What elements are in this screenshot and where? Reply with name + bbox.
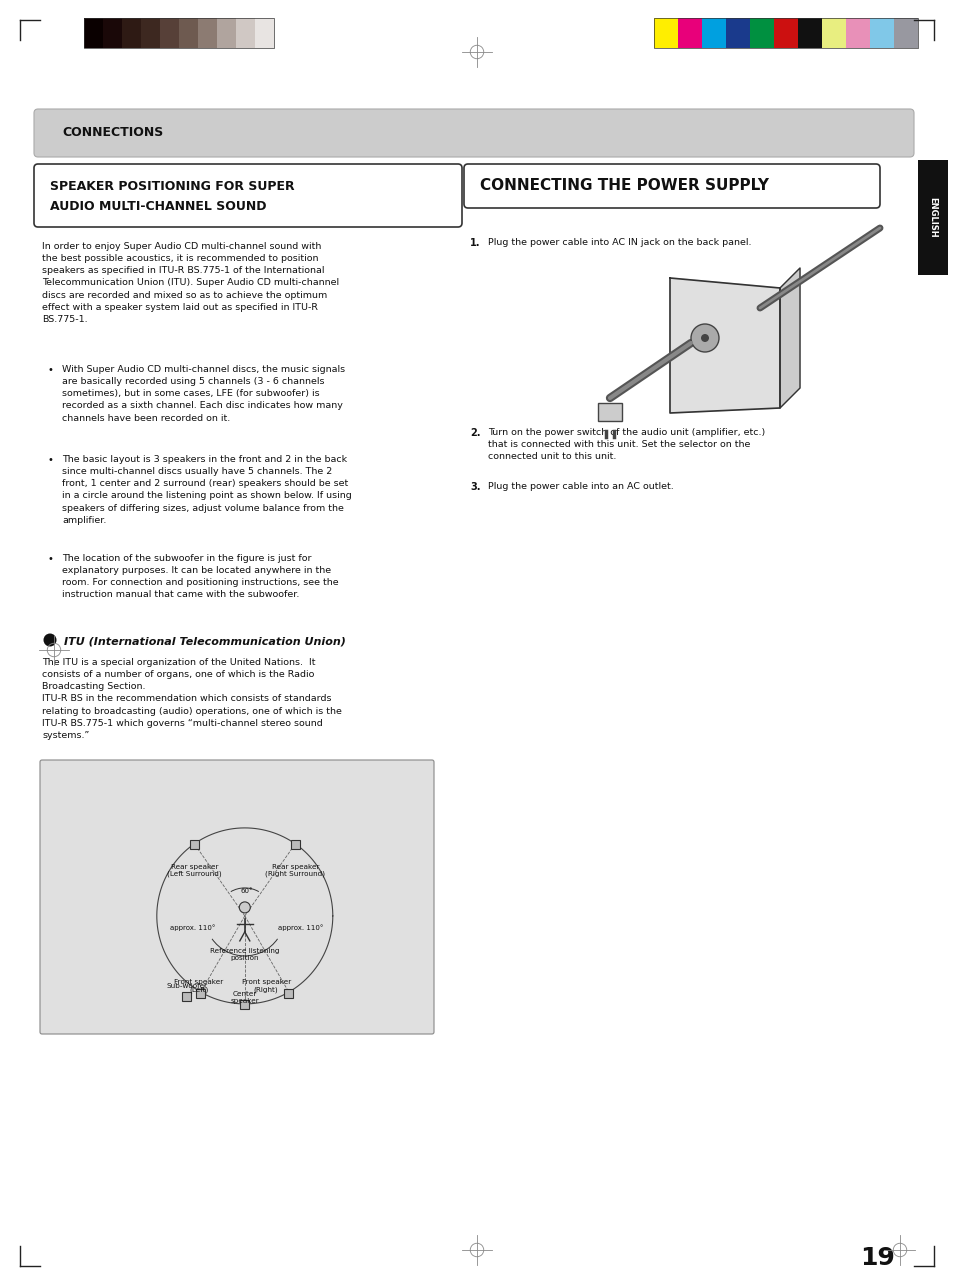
Circle shape <box>690 324 719 352</box>
Bar <box>917 159 947 275</box>
Text: 60°: 60° <box>240 887 253 894</box>
Bar <box>773 18 797 48</box>
Bar <box>701 18 725 48</box>
FancyBboxPatch shape <box>34 165 461 228</box>
Bar <box>141 18 160 48</box>
Bar <box>103 18 122 48</box>
Bar <box>160 18 179 48</box>
Bar <box>893 18 917 48</box>
Text: CONNECTING THE POWER SUPPLY: CONNECTING THE POWER SUPPLY <box>479 179 768 193</box>
Text: approx. 110°: approx. 110° <box>170 923 215 931</box>
Text: Front speaker
(Right): Front speaker (Right) <box>241 979 291 993</box>
Text: Reference listening
position: Reference listening position <box>210 948 279 961</box>
Circle shape <box>700 334 708 342</box>
Text: ENGLISH: ENGLISH <box>927 197 937 238</box>
Text: Rear speaker
(Left Surround): Rear speaker (Left Surround) <box>167 864 221 877</box>
Bar <box>598 403 621 421</box>
Text: •: • <box>48 554 53 565</box>
Text: The ITU is a special organization of the United Nations.  It
consists of a numbe: The ITU is a special organization of the… <box>42 658 341 739</box>
Text: The basic layout is 3 speakers in the front and 2 in the back
since multi-channe: The basic layout is 3 speakers in the fr… <box>62 455 352 525</box>
Text: SPEAKER POSITIONING FOR SUPER: SPEAKER POSITIONING FOR SUPER <box>50 180 294 193</box>
Bar <box>198 18 216 48</box>
Bar <box>254 18 274 48</box>
Text: 2.: 2. <box>470 428 480 439</box>
Text: 19: 19 <box>860 1246 894 1271</box>
Bar <box>190 840 198 849</box>
Text: Front speaker
(Left): Front speaker (Left) <box>174 979 223 993</box>
Bar <box>821 18 845 48</box>
Bar <box>235 18 254 48</box>
Bar <box>725 18 749 48</box>
FancyBboxPatch shape <box>34 109 913 157</box>
Text: AUDIO MULTI-CHANNEL SOUND: AUDIO MULTI-CHANNEL SOUND <box>50 199 266 212</box>
Bar <box>179 18 198 48</box>
Text: Plug the power cable into AC IN jack on the back panel.: Plug the power cable into AC IN jack on … <box>488 238 751 247</box>
Text: In order to enjoy Super Audio CD multi-channel sound with
the best possible acou: In order to enjoy Super Audio CD multi-c… <box>42 242 338 324</box>
Bar <box>654 18 678 48</box>
Text: Plug the power cable into an AC outlet.: Plug the power cable into an AC outlet. <box>488 482 673 491</box>
Bar <box>216 18 235 48</box>
Polygon shape <box>780 267 800 408</box>
Circle shape <box>239 901 250 913</box>
Bar <box>182 993 192 1002</box>
Bar <box>845 18 869 48</box>
Text: CONNECTIONS: CONNECTIONS <box>62 126 163 139</box>
Bar <box>749 18 773 48</box>
Bar <box>284 989 293 998</box>
FancyBboxPatch shape <box>463 165 879 208</box>
Text: Turn on the power switch of the audio unit (amplifier, etc.)
that is connected w: Turn on the power switch of the audio un… <box>488 428 764 462</box>
Bar <box>196 989 205 998</box>
Bar <box>240 1001 249 1010</box>
Bar <box>291 840 299 849</box>
Text: Center
speaker: Center speaker <box>231 992 259 1004</box>
Bar <box>654 18 917 48</box>
Text: ITU (International Telecommunication Union): ITU (International Telecommunication Uni… <box>64 637 346 647</box>
FancyBboxPatch shape <box>40 760 434 1034</box>
Bar <box>84 18 103 48</box>
Bar <box>869 18 893 48</box>
Bar <box>797 18 821 48</box>
Text: 1.: 1. <box>470 238 480 248</box>
Bar <box>84 18 274 48</box>
Text: Sub-woofer: Sub-woofer <box>166 983 207 989</box>
Bar <box>122 18 141 48</box>
Text: The location of the subwoofer in the figure is just for
explanatory purposes. It: The location of the subwoofer in the fig… <box>62 554 338 599</box>
Text: 3.: 3. <box>470 482 480 493</box>
Text: •: • <box>48 365 53 376</box>
Text: approx. 110°: approx. 110° <box>278 923 323 931</box>
Text: With Super Audio CD multi-channel discs, the music signals
are basically recorde: With Super Audio CD multi-channel discs,… <box>62 365 345 423</box>
Text: •: • <box>48 455 53 466</box>
Circle shape <box>44 634 56 647</box>
Polygon shape <box>669 278 780 413</box>
Bar <box>678 18 701 48</box>
Text: Rear speaker
(Right Surround): Rear speaker (Right Surround) <box>265 864 325 877</box>
